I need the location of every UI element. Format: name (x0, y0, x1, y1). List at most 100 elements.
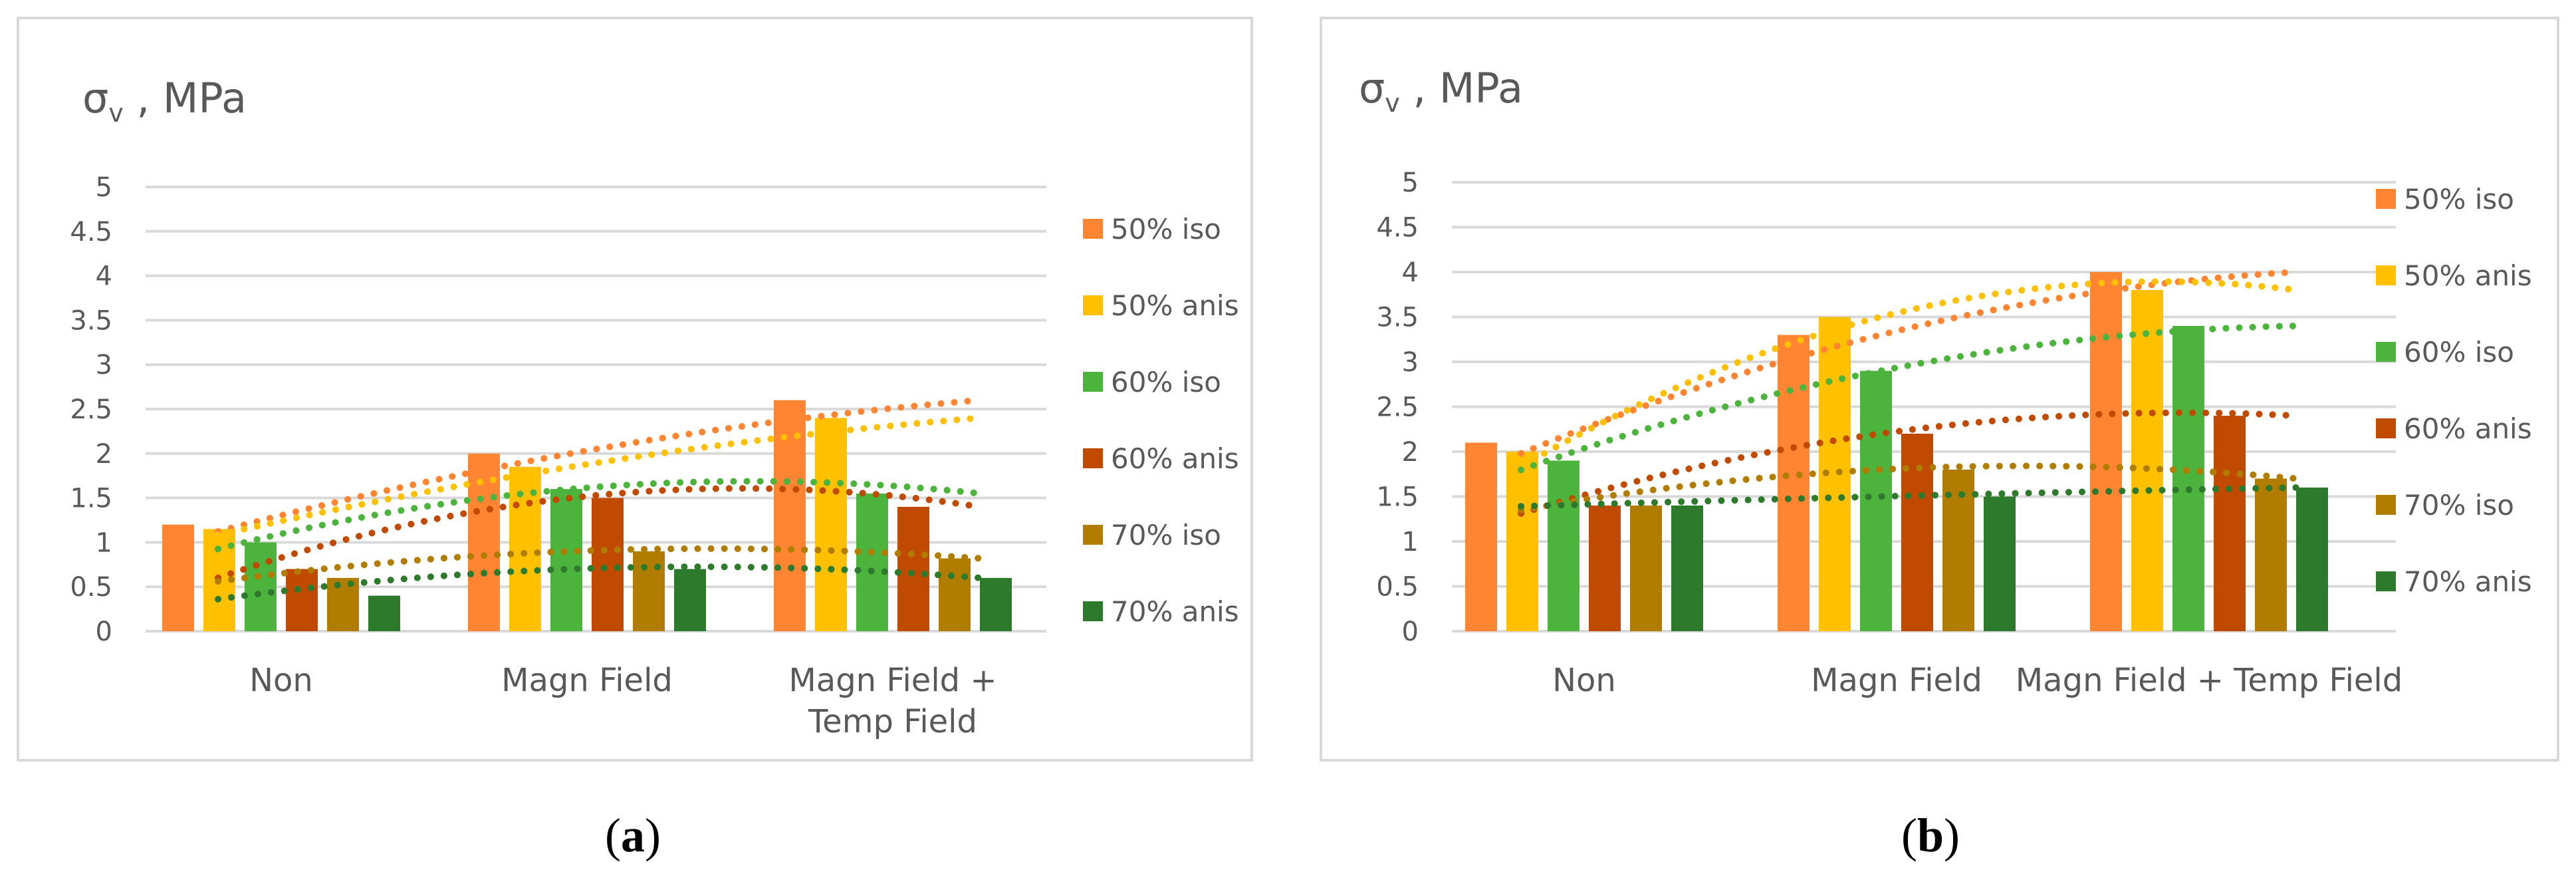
y-tick-label: 4 (96, 261, 112, 292)
legend-swatch (1083, 601, 1103, 621)
y-tick-label: 1.5 (70, 484, 112, 514)
bar (2296, 488, 2328, 631)
bar (980, 577, 1012, 631)
legend-swatch (2376, 418, 2396, 438)
category-label: Magn Field (1811, 662, 1982, 699)
bar (286, 569, 318, 631)
bar (327, 577, 359, 631)
legend-label: 50% anis (1111, 289, 1239, 322)
category-label: Magn Field (501, 662, 673, 699)
y-tick-label: 0.5 (1376, 572, 1419, 603)
chart-a-svg: σv , MPa 0 0.5 1 1.5 2 2.5 3 3.5 4 4.5 5 Non Magn Fie… (70, 74, 1239, 740)
legend-label: 60% anis (1111, 442, 1239, 475)
bar (1589, 506, 1621, 631)
legend-swatch (1083, 295, 1103, 315)
trendline (1518, 323, 2299, 474)
bar (633, 551, 665, 631)
y-tick-label: 4.5 (70, 217, 112, 247)
y-tick-label: 2.5 (1376, 392, 1419, 423)
y-tick-label: 2 (1402, 437, 1419, 468)
trendline (1518, 278, 2299, 470)
y-tick-label: 4 (1402, 257, 1419, 288)
bar (1506, 452, 1538, 631)
bar (1778, 335, 1810, 631)
bar (1901, 434, 1933, 631)
category-label: Magn Field + Temp Field (2016, 662, 2402, 699)
y-tick-label: 1.5 (1376, 482, 1419, 513)
bar (1465, 442, 1497, 631)
trendline (1518, 484, 2299, 510)
y-tick-label: 0 (96, 617, 112, 647)
trendline (215, 396, 983, 535)
legend-swatch (1083, 372, 1103, 392)
bar (1860, 370, 1892, 631)
bar (468, 453, 500, 631)
bar (939, 558, 971, 631)
legend-label: 70% anis (2404, 565, 2532, 598)
bar (856, 493, 888, 631)
trendline (1518, 409, 2299, 517)
trendline (215, 485, 983, 581)
y-tick-label: 2.5 (70, 394, 112, 425)
legend-swatch (2376, 571, 2396, 591)
legend-swatch (2376, 189, 2396, 209)
y-tick-label: 3 (1402, 347, 1419, 378)
chart-b-svg: σv , MPa 0 0.5 1 1.5 2 2.5 3 3.5 4 4.5 5 Non Magn Fie… (1359, 64, 2532, 699)
bar (2090, 272, 2122, 631)
bar (815, 418, 847, 631)
category-label: Non (249, 662, 313, 699)
bar (674, 569, 706, 631)
y-tick-label: 3.5 (70, 305, 112, 336)
y-tick-label: 1 (1402, 527, 1419, 557)
bar (897, 506, 929, 631)
bar (1630, 506, 1662, 631)
bar (1548, 460, 1580, 631)
legend-swatch (1083, 448, 1103, 468)
category-label: Magn Field + Temp Field (788, 662, 996, 740)
bar (2214, 416, 2246, 631)
legend-swatch (2376, 342, 2396, 362)
legend-label: 70% anis (1111, 595, 1239, 628)
bar (162, 524, 194, 631)
y-tick-label: 2 (96, 439, 112, 470)
legend-label: 70% iso (2404, 489, 2514, 521)
bar (550, 489, 582, 631)
legend-label: 50% anis (2404, 259, 2532, 292)
bar (774, 400, 806, 631)
trendline (215, 414, 983, 539)
legend-swatch (1083, 219, 1103, 239)
legend-label: 60% iso (1111, 366, 1221, 398)
legend-label: 50% iso (1111, 213, 1221, 245)
bar (1984, 496, 2016, 631)
category-label: Non (1552, 662, 1616, 699)
trendline (1518, 462, 2299, 513)
y-tick-label: 1 (96, 527, 112, 558)
y-tick-label: 3.5 (1376, 303, 1419, 333)
y-tick-label: 0 (1402, 617, 1419, 647)
legend-swatch (2376, 265, 2396, 285)
bar (2131, 290, 2163, 631)
legend-swatch (2376, 495, 2396, 515)
y-tick-label: 4.5 (1376, 213, 1419, 243)
legend-label: 70% iso (1111, 519, 1221, 551)
legend-swatch (1083, 525, 1103, 545)
y-tick-label: 5 (96, 172, 112, 203)
chart-title: σv , MPa (82, 74, 247, 128)
legend-label: 60% anis (2404, 412, 2532, 445)
y-tick-label: 3 (96, 350, 112, 380)
chart-panel-a: σv , MPa 0 0.5 1 1.5 2 2.5 3 3.5 4 4.5 5 Non Magn Fie… (17, 17, 1253, 762)
bar (1671, 506, 1703, 631)
bar (245, 542, 277, 631)
panel-label-a: (a) (605, 809, 661, 862)
chart-title: σv , MPa (1359, 64, 1523, 118)
panel-label-b: (b) (1901, 809, 1960, 862)
bar (368, 595, 400, 631)
bar (2255, 478, 2287, 631)
y-tick-label: 5 (1402, 168, 1419, 198)
chart-panel-b: σv , MPa 0 0.5 1 1.5 2 2.5 3 3.5 4 4.5 5 Non Magn Fie… (1320, 17, 2559, 762)
y-tick-label: 0.5 (70, 572, 112, 603)
legend-label: 60% iso (2404, 336, 2514, 368)
trendline (215, 478, 983, 553)
legend-label: 50% iso (2404, 183, 2514, 216)
bar (2172, 326, 2204, 631)
